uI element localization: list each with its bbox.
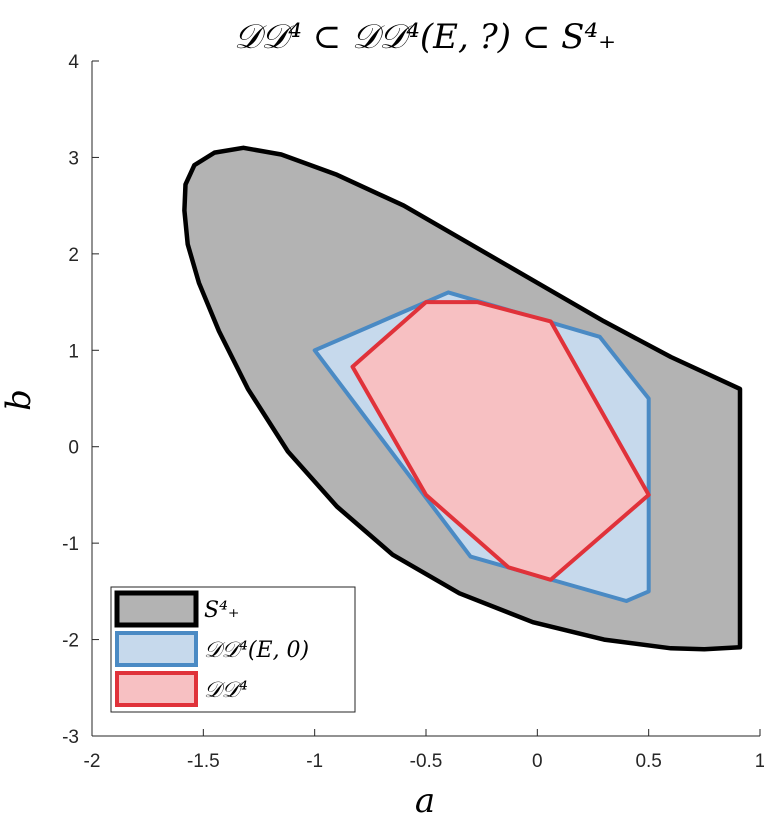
y-tick-label: 4 [68, 52, 79, 73]
plot-regions [182, 145, 743, 652]
legend-label-1: 𝒟𝒟⁴(E, 0) [204, 638, 309, 663]
y-tick-label: -3 [62, 727, 79, 748]
y-tick-label: -2 [62, 631, 79, 652]
chart-title: 𝒟𝒟⁴ ⊂ 𝒟𝒟⁴(E, ?) ⊂ S⁴₊ [234, 17, 616, 57]
x-tick-label: 0 [532, 751, 543, 772]
region-2 [350, 300, 651, 582]
y-axis-label: b [0, 389, 39, 411]
x-ticks: -2 -1.5 -1 -0.5 0 0.5 1 [84, 729, 764, 772]
x-tick-label: -1 [306, 751, 323, 772]
y-tick-label: 1 [68, 341, 79, 362]
legend-items: S⁴₊ 𝒟𝒟⁴(E, 0) 𝒟𝒟⁴ [114, 590, 309, 707]
y-tick-label: 0 [68, 438, 79, 459]
legend-label-2: 𝒟𝒟⁴ [204, 678, 248, 703]
x-tick-label: -0.5 [410, 751, 443, 772]
legend-swatch-0 [114, 590, 199, 628]
legend-swatch-2 [115, 671, 198, 707]
y-tick-label: 3 [68, 148, 79, 169]
y-tick-label: 2 [68, 245, 79, 266]
x-tick-label: -1.5 [187, 751, 220, 772]
x-tick-label: 1 [755, 751, 764, 772]
legend: S⁴₊ 𝒟𝒟⁴(E, 0) 𝒟𝒟⁴ [110, 586, 356, 713]
x-tick-label: 0.5 [635, 751, 661, 772]
x-axis-label: a [415, 781, 435, 817]
x-tick-label: -2 [84, 751, 101, 772]
legend-label-0: S⁴₊ [204, 598, 240, 623]
y-ticks: -3 -2 -1 0 1 2 3 4 [62, 52, 99, 748]
legend-swatch-1 [115, 631, 198, 667]
y-tick-label: -1 [62, 534, 79, 555]
